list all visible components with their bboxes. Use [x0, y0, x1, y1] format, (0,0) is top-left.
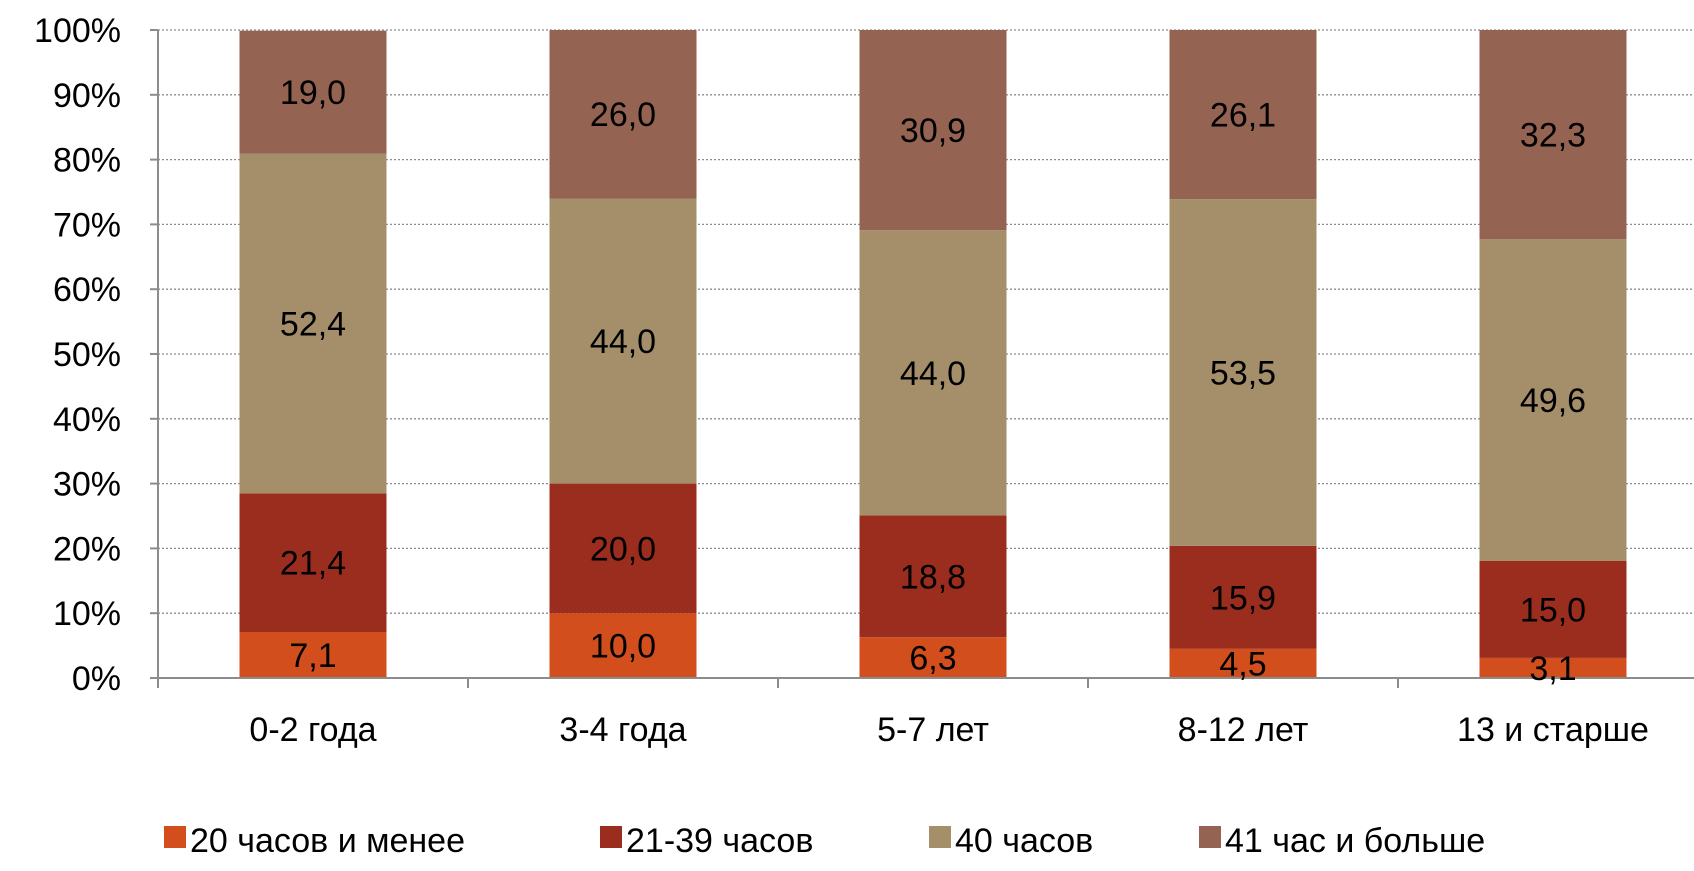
bars-layer — [239, 30, 1627, 678]
legend-label: 20 часов и менее — [190, 822, 465, 860]
legend-label: 21-39 часов — [626, 822, 813, 860]
data-label: 26,1 — [1210, 97, 1276, 135]
bar-segment — [239, 30, 387, 154]
data-label: 26,0 — [590, 96, 656, 134]
bar-segment — [859, 230, 1007, 516]
y-tick-label: 60% — [53, 271, 121, 309]
y-tick-label: 70% — [53, 206, 121, 244]
legend-item: 41 час и больше — [1199, 822, 1485, 860]
data-label: 32,3 — [1520, 117, 1586, 155]
data-label: 21,4 — [280, 545, 346, 583]
legend-item: 40 часов — [929, 822, 1093, 860]
data-label: 4,5 — [1219, 645, 1266, 683]
bar-segment — [549, 198, 697, 484]
data-label: 18,8 — [900, 558, 966, 596]
data-label: 7,1 — [289, 637, 336, 675]
bar-segment — [1169, 30, 1317, 200]
y-tick-label: 80% — [53, 142, 121, 180]
data-label: 10,0 — [590, 628, 656, 666]
data-label: 49,6 — [1520, 382, 1586, 420]
bar-segment — [239, 631, 387, 678]
legend-item: 20 часов и менее — [164, 822, 465, 860]
y-tick-label: 50% — [53, 336, 121, 374]
bar-segment — [859, 515, 1007, 638]
data-label: 15,0 — [1520, 591, 1586, 629]
legend-item: 21-39 часов — [600, 822, 813, 860]
x-tick-label: 3-4 года — [559, 711, 686, 749]
legend-swatch — [929, 826, 951, 848]
bar-segment — [859, 30, 1007, 231]
y-tick-label: 20% — [53, 530, 121, 568]
legend-swatch — [1199, 826, 1221, 848]
x-tick-label: 5-7 лет — [877, 711, 989, 749]
legend-label: 41 час и больше — [1225, 822, 1485, 860]
legend-label: 40 часов — [955, 822, 1093, 860]
data-label: 44,0 — [590, 323, 656, 361]
labels-layer: 7,1 21,4 52,4 19,0 10,0 20,0 44,0 26,0 6,3 18,8 44… — [280, 74, 1586, 688]
bar-segment — [239, 493, 387, 632]
y-tick-label: 10% — [53, 595, 121, 633]
bar-segment — [1169, 199, 1317, 546]
data-label: 30,9 — [900, 112, 966, 150]
y-tick-label: 30% — [53, 466, 121, 504]
legend-swatch — [164, 826, 186, 848]
x-tick-label: 13 и старше — [1457, 711, 1649, 749]
data-label: 44,0 — [900, 355, 966, 393]
data-label: 53,5 — [1210, 354, 1276, 392]
y-tick-label: 0% — [72, 660, 121, 698]
y-tick-label: 90% — [53, 77, 121, 115]
bar-segment — [239, 153, 387, 494]
y-tick-label: 100% — [34, 12, 121, 50]
x-tick-label: 0-2 года — [249, 711, 376, 749]
data-label: 15,9 — [1210, 579, 1276, 617]
data-label: 6,3 — [909, 640, 956, 678]
bar-segment — [549, 483, 697, 614]
legend-swatch — [600, 826, 622, 848]
bar-segment — [549, 30, 697, 199]
bar-segment — [1479, 657, 1627, 678]
data-label: 19,0 — [280, 74, 346, 112]
bar-segment — [1169, 648, 1317, 678]
bar-segment — [1479, 239, 1627, 561]
bar-segment — [859, 637, 1007, 678]
bar-segment — [1479, 30, 1627, 240]
bar-segment — [549, 613, 697, 678]
data-label: 3,1 — [1529, 650, 1576, 688]
axes-layer: 0% 10% 20% 30% 40% 50% 60% 70% 80% 90% 100% 0-2 год… — [34, 12, 1694, 749]
y-tick-label: 40% — [53, 401, 121, 439]
data-label: 20,0 — [590, 530, 656, 568]
data-label: 52,4 — [280, 306, 346, 344]
bar-segment — [1479, 560, 1627, 658]
x-tick-label: 8-12 лет — [1178, 711, 1309, 749]
legend: 20 часов и менее 21-39 часов 40 часов 41 ча… — [164, 822, 1485, 860]
bar-segment — [1169, 545, 1317, 649]
